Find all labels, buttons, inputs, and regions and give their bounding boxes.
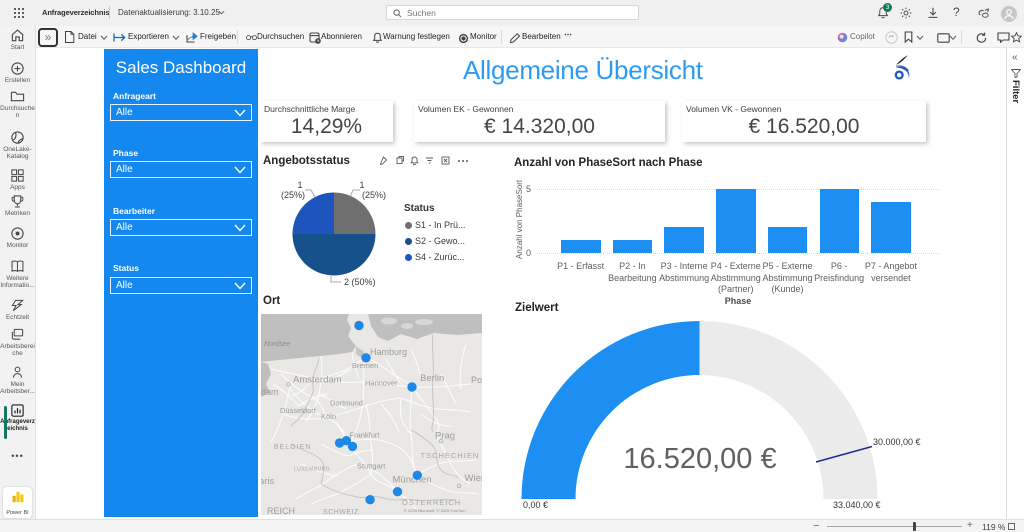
svg-text:Wien: Wien: [465, 473, 483, 484]
svg-text:BELGIEN: BELGIEN: [274, 444, 311, 451]
svg-text:Amsterdam: Amsterdam: [293, 375, 342, 386]
svg-text:Hannover: Hannover: [365, 379, 398, 388]
svg-text:ÖSTERREICH: ÖSTERREICH: [402, 498, 461, 507]
svg-text:rdam: rdam: [261, 387, 279, 397]
svg-text:Bremen: Bremen: [352, 361, 378, 370]
svg-text:© 2025 Microsoft, © 2025 TomTo: © 2025 Microsoft, © 2025 TomTom: [404, 508, 466, 513]
svg-text:München: München: [393, 475, 432, 486]
svg-text:Dortmund: Dortmund: [330, 399, 363, 408]
svg-text:TSCHECHIEN: TSCHECHIEN: [421, 451, 480, 460]
svg-text:Hamburg: Hamburg: [370, 347, 407, 357]
svg-text:Köln: Köln: [321, 412, 336, 421]
svg-text:Düsseldorf: Düsseldorf: [280, 406, 317, 415]
svg-text:Stuttgart: Stuttgart: [357, 462, 386, 471]
svg-text:Pos: Pos: [471, 375, 482, 385]
svg-text:Frankfurt: Frankfurt: [350, 431, 381, 440]
svg-text:LUXEMBURG: LUXEMBURG: [294, 467, 330, 473]
svg-text:SCHWEIZ: SCHWEIZ: [323, 509, 359, 515]
svg-text:aris: aris: [261, 476, 275, 487]
svg-text:Nordsee: Nordsee: [264, 341, 291, 348]
svg-text:REICH: REICH: [267, 506, 295, 515]
svg-text:Prag: Prag: [435, 431, 455, 442]
svg-text:Berlin: Berlin: [420, 373, 444, 384]
